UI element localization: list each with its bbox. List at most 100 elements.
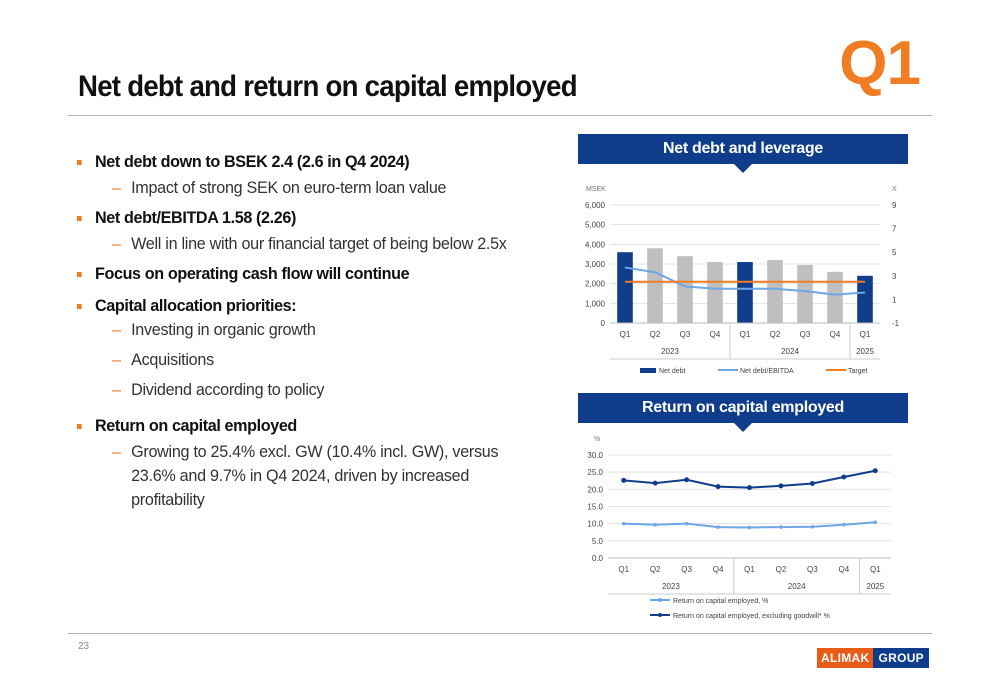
y-tick-label-right: -1 <box>892 319 900 328</box>
x-tick-label: Q4 <box>830 330 841 339</box>
data-point <box>810 524 815 529</box>
y-tick-label-right: 3 <box>892 272 897 281</box>
legend-label: Net debt/EBITDA <box>740 368 794 375</box>
quarter-tag: Q1 <box>839 29 921 98</box>
y-tick-label: 5.0 <box>592 537 604 546</box>
footer-divider <box>68 633 932 634</box>
sub-bullet: Impact of strong SEK on euro-term loan v… <box>76 178 523 198</box>
data-point <box>872 468 878 474</box>
page-title: Net debt and return on capital employed <box>78 70 578 103</box>
x-tick-label: Q3 <box>681 565 692 574</box>
y-tick-label: 15.0 <box>587 503 603 512</box>
data-point <box>621 521 626 526</box>
legend-marker <box>658 598 662 602</box>
y-axis-label: % <box>594 436 600 443</box>
net-debt-chart: MSEK X 0 1,000 2,000 3,000 4,000 5,000 6,000 -1 1 3… <box>585 186 900 375</box>
y-axis-label-right: X <box>892 186 897 193</box>
bullet-cash-flow: Focus on operating cash flow will contin… <box>76 264 523 284</box>
x-year-label: 2025 <box>866 582 884 591</box>
data-point <box>842 522 846 527</box>
data-point <box>873 520 878 525</box>
data-point <box>653 522 657 527</box>
y-tick-label-right: 9 <box>892 201 897 210</box>
title-divider <box>68 115 932 116</box>
y-tick-label-right: 7 <box>892 225 897 234</box>
data-point <box>809 480 815 486</box>
x-tick-label: Q1 <box>860 330 871 339</box>
data-point <box>747 485 752 491</box>
x-tick-label: Q4 <box>713 565 724 574</box>
bar-net-debt <box>617 252 633 323</box>
bar-net-debt <box>707 262 723 323</box>
y-tick-label-right: 1 <box>892 295 897 304</box>
y-tick-label-left: 0 <box>601 319 606 328</box>
bar-net-debt <box>647 248 663 323</box>
sub-bullet: Growing to 25.4% excl. GW (10.4% incl. G… <box>76 440 523 512</box>
page-number: 23 <box>78 641 90 652</box>
x-tick-label: Q3 <box>807 565 818 574</box>
bullet-roce: Return on capital employed <box>76 416 523 436</box>
y-tick-label-left: 6,000 <box>585 201 606 210</box>
data-point <box>684 521 689 526</box>
y-tick-label-left: 2,000 <box>585 280 606 289</box>
x-tick-label: Q2 <box>776 565 787 574</box>
x-tick-label: Q2 <box>770 330 781 339</box>
y-tick-label-left: 4,000 <box>585 240 606 249</box>
data-point <box>621 477 627 483</box>
data-point <box>684 477 690 483</box>
legend-swatch-net-debt <box>640 368 656 373</box>
data-point <box>747 525 752 530</box>
sub-bullet: Investing in organic growth <box>76 320 523 340</box>
x-tick-label: Q1 <box>870 565 881 574</box>
x-year-label: 2024 <box>788 582 806 591</box>
x-tick-label: Q3 <box>800 330 811 339</box>
y-axis-label-left: MSEK <box>586 186 606 193</box>
sub-bullet: Well in line with our financial target o… <box>76 234 523 254</box>
data-point <box>778 483 784 489</box>
logo-part-a: ALIMAK <box>817 648 874 668</box>
y-tick-label: 30.0 <box>587 451 603 460</box>
bullet-list: Net debt down to BSEK 2.4 (2.6 in Q4 202… <box>76 150 546 512</box>
y-tick-label-left: 3,000 <box>585 260 606 269</box>
bar-net-debt <box>737 262 753 323</box>
data-point <box>652 480 658 486</box>
y-tick-label: 20.0 <box>587 485 603 494</box>
y-tick-label: 25.0 <box>587 468 603 477</box>
x-tick-label: Q1 <box>744 565 755 574</box>
bar-net-debt <box>797 264 813 323</box>
data-point <box>779 525 783 529</box>
bar-net-debt <box>827 271 843 323</box>
x-tick-label: Q3 <box>680 330 691 339</box>
data-point <box>841 474 847 480</box>
chart-header-roce: Return on capital employed <box>578 393 908 432</box>
y-tick-label-left: 1,000 <box>585 299 606 308</box>
y-tick-label: 10.0 <box>587 520 603 529</box>
sub-bullet: Dividend according to policy <box>76 380 523 400</box>
x-tick-label: Q4 <box>710 330 721 339</box>
data-point <box>716 525 720 529</box>
bar-net-debt <box>857 275 873 323</box>
legend-label: Target <box>848 368 868 375</box>
data-point <box>715 484 721 490</box>
line-roce-excl-goodwill <box>623 469 876 489</box>
roce-chart: % 0.0 5.0 10.0 15.0 20.0 25.0 30.0 Q1 Q2 Q3 Q4 Q1 Q2 Q… <box>587 436 891 620</box>
x-tick-label: Q1 <box>620 330 631 339</box>
legend-label: Return on capital employed, excluding go… <box>673 613 830 620</box>
bullet-leverage: Net debt/EBITDA 1.58 (2.26) <box>76 208 523 228</box>
line-net-debt-ebitda <box>624 266 866 296</box>
x-year-label: 2023 <box>662 582 680 591</box>
bullet-net-debt: Net debt down to BSEK 2.4 (2.6 in Q4 202… <box>76 152 523 172</box>
x-tick-label: Q1 <box>740 330 751 339</box>
y-tick-label: 0.0 <box>592 554 604 563</box>
bar-net-debt <box>767 260 783 323</box>
bullet-capital-allocation: Capital allocation priorities: <box>76 296 523 316</box>
logo-part-b: GROUP <box>873 648 929 668</box>
x-year-label: 2025 <box>856 347 874 356</box>
x-tick-label: Q2 <box>650 330 661 339</box>
x-year-label: 2024 <box>781 347 799 356</box>
sub-bullet: Acquisitions <box>76 350 523 370</box>
x-tick-label: Q2 <box>650 565 661 574</box>
company-logo: ALIMAK GROUP <box>817 648 929 668</box>
chart-header-net-debt: Net debt and leverage <box>578 134 908 173</box>
y-tick-label-left: 5,000 <box>585 221 606 230</box>
